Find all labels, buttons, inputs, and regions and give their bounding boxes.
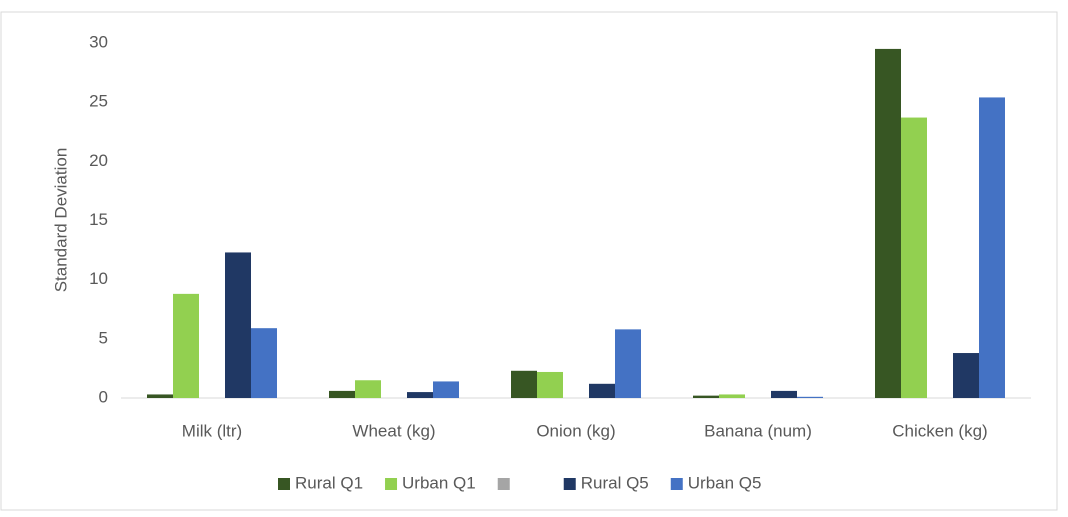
bar: [797, 396, 823, 398]
bar: [225, 252, 251, 398]
legend-label: Urban Q1: [402, 473, 476, 492]
y-tick-label: 10: [89, 269, 108, 288]
bar: [329, 390, 355, 398]
bar: [537, 371, 563, 398]
bar: [407, 392, 433, 398]
bar: [589, 383, 615, 398]
bar: [771, 390, 797, 398]
legend-swatch: [670, 478, 683, 490]
bar: [251, 328, 277, 398]
bar: [147, 394, 173, 398]
x-tick-label: Banana (num): [704, 421, 812, 440]
bar: [901, 117, 927, 399]
bar: [719, 394, 745, 398]
legend-label: Rural Q1: [295, 473, 363, 492]
legend-swatch: [385, 478, 398, 490]
bar: [355, 380, 381, 398]
legend-swatch: [563, 478, 576, 490]
y-tick-label: 20: [89, 151, 108, 170]
y-tick-label: 15: [89, 210, 108, 229]
bar: [615, 329, 641, 398]
legend-label: Rural Q5: [581, 473, 649, 492]
bar: [173, 293, 199, 398]
bar: [875, 48, 901, 399]
x-tick-label: Onion (kg): [536, 421, 615, 440]
bar: [693, 395, 719, 398]
x-tick-label: Milk (ltr): [182, 421, 242, 440]
y-tick-label: 0: [99, 387, 108, 406]
x-tick-label: Chicken (kg): [892, 421, 987, 440]
x-tick-label: Wheat (kg): [352, 421, 435, 440]
legend-label: Urban Q5: [688, 473, 762, 492]
bar: [433, 381, 459, 398]
y-axis-label: Standard Deviation: [51, 148, 70, 293]
bar: [953, 353, 979, 398]
bar: [511, 370, 537, 398]
y-tick-label: 5: [99, 328, 108, 347]
y-tick-label: 30: [89, 32, 108, 51]
legend-swatch: [278, 478, 290, 490]
legend-swatch: [497, 478, 510, 490]
y-tick-label: 25: [89, 92, 108, 111]
bar: [979, 97, 1005, 398]
